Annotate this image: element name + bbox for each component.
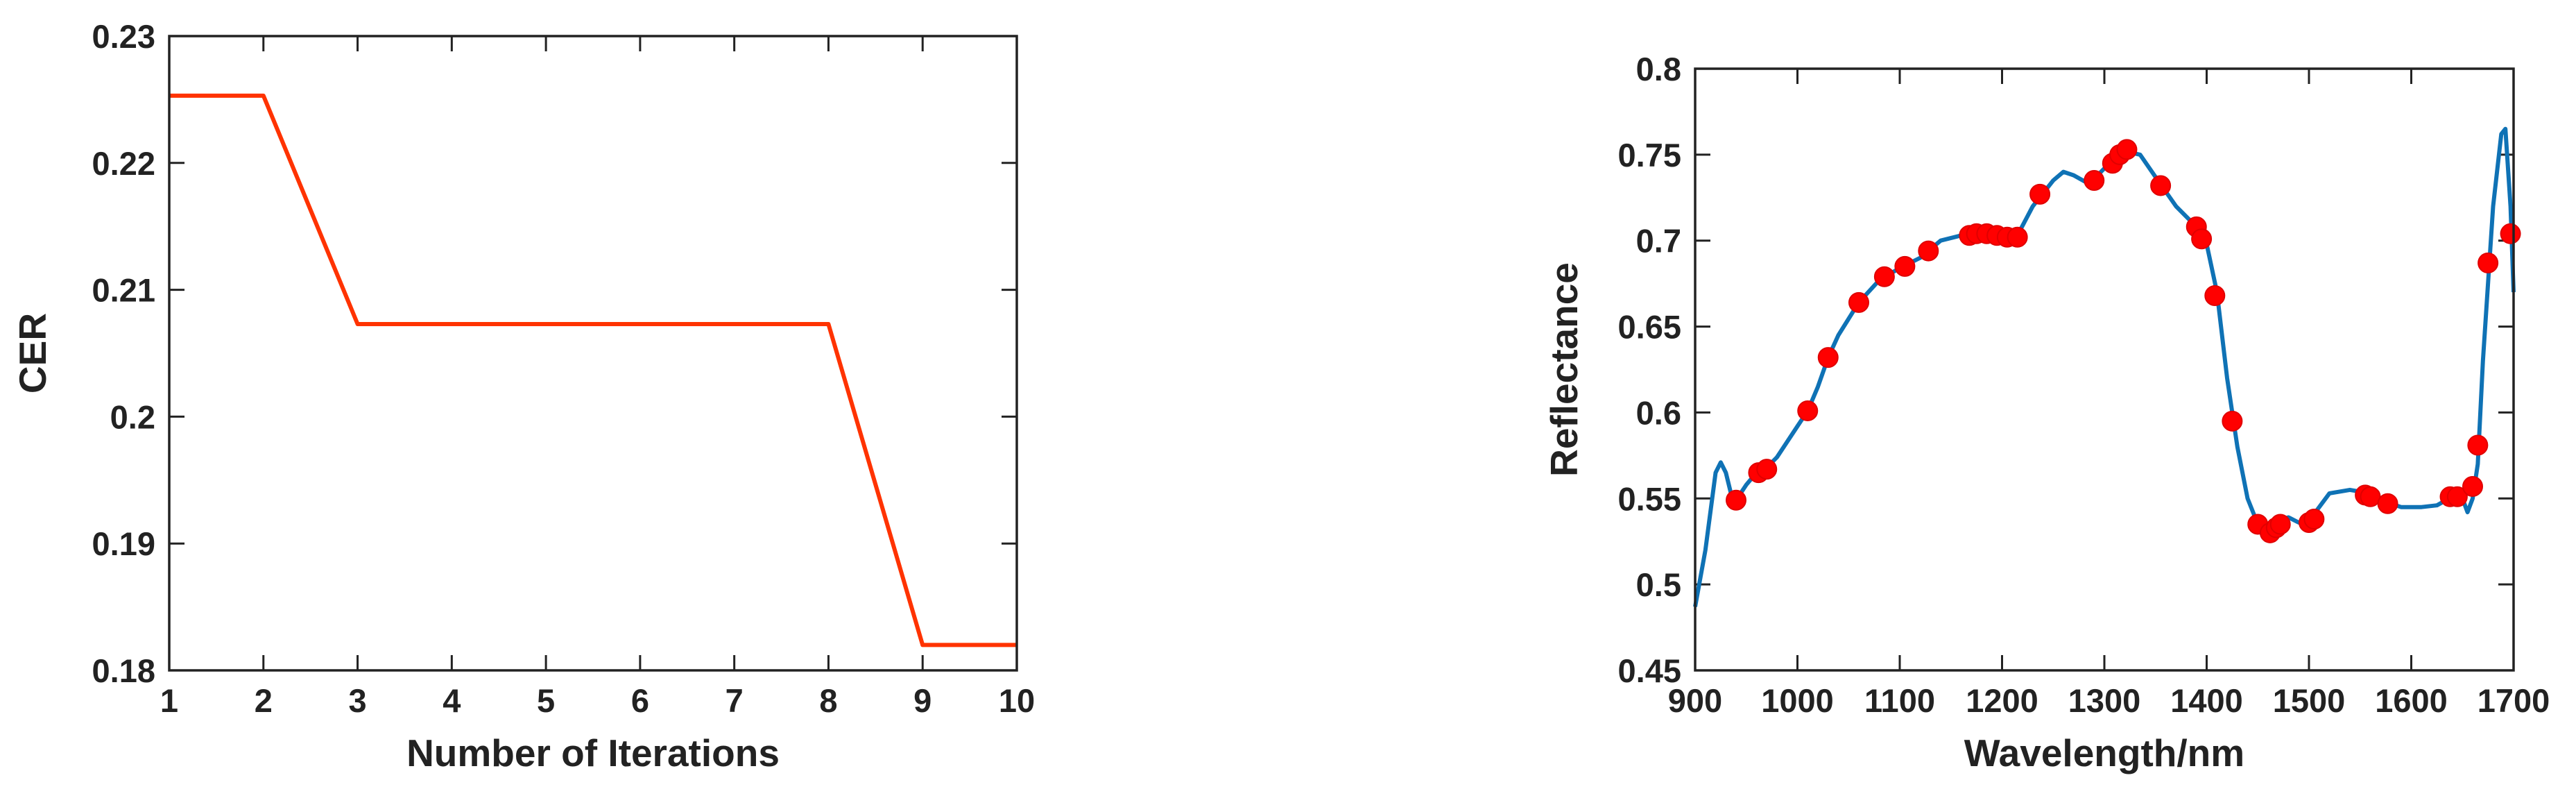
data-point xyxy=(2269,514,2291,535)
x-tick-label: 6 xyxy=(631,682,649,719)
data-point xyxy=(2029,183,2051,205)
x-tick-label: 7 xyxy=(725,682,744,719)
data-point xyxy=(2191,228,2213,250)
plot-frame xyxy=(168,35,1018,672)
data-point xyxy=(2467,434,2489,456)
y-tick-label: 0.7 xyxy=(1636,223,1681,260)
data-point xyxy=(2377,493,2398,514)
x-tick-label: 4 xyxy=(443,682,461,719)
data-point xyxy=(2462,475,2483,497)
y-axis-label: Reflectance xyxy=(1543,262,1586,477)
x-tick-label: 1500 xyxy=(2273,682,2346,719)
x-tick-label: 1300 xyxy=(2068,682,2141,719)
y-tick-label: 0.55 xyxy=(1618,480,1681,517)
x-tick-label: 1200 xyxy=(1966,682,2038,719)
plot-area xyxy=(169,36,1017,670)
data-point xyxy=(2446,486,2468,507)
data-point xyxy=(1848,291,1869,313)
x-tick-label: 900 xyxy=(1668,682,1722,719)
data-point xyxy=(1918,240,1939,262)
x-tick-label: 10 xyxy=(999,682,1035,719)
data-point xyxy=(2150,175,2172,196)
y-tick-label: 0.6 xyxy=(1636,394,1681,431)
y-tick-label: 0.8 xyxy=(1636,51,1681,87)
data-point xyxy=(2007,226,2028,248)
x-tick-label: 1400 xyxy=(2170,682,2243,719)
x-tick-label: 1 xyxy=(160,682,178,719)
y-tick-label: 0.75 xyxy=(1618,137,1681,173)
data-line xyxy=(169,93,1017,647)
x-axis-label: Wavelength/nm xyxy=(1964,731,2244,774)
x-axis-label: Number of Iterations xyxy=(406,731,780,774)
data-point xyxy=(1873,266,1895,287)
x-tick-label: 2 xyxy=(255,682,273,719)
data-point xyxy=(2360,486,2381,507)
data-point xyxy=(1756,459,1778,480)
x-tick-label: 8 xyxy=(819,682,837,719)
y-tick-label: 0.65 xyxy=(1618,309,1681,346)
x-tick-label: 9 xyxy=(913,682,931,719)
data-point xyxy=(1817,347,1839,368)
y-tick-label: 0.21 xyxy=(92,272,155,309)
y-tick-label: 0.5 xyxy=(1636,566,1681,603)
data-point xyxy=(2500,223,2521,244)
y-tick-label: 0.2 xyxy=(110,398,155,435)
data-point xyxy=(2116,139,2138,160)
data-point xyxy=(2478,252,2499,273)
y-tick-label: 0.23 xyxy=(92,18,155,55)
x-tick-label: 3 xyxy=(348,682,366,719)
data-point xyxy=(2204,285,2226,306)
x-tick-label: 1600 xyxy=(2375,682,2448,719)
x-tick-label: 5 xyxy=(537,682,555,719)
y-axis-label: CER xyxy=(11,313,54,393)
plot-frame xyxy=(1694,67,2515,672)
data-line xyxy=(1693,126,2516,607)
y-tick-label: 0.22 xyxy=(92,145,155,182)
x-tick-label: 1700 xyxy=(2478,682,2550,719)
x-tick-label: 1000 xyxy=(1761,682,1834,719)
y-tick-label: 0.19 xyxy=(92,525,155,562)
y-tick-label: 0.45 xyxy=(1618,652,1681,689)
data-point xyxy=(2303,509,2325,530)
x-tick-label: 1100 xyxy=(1864,682,1935,719)
data-point xyxy=(1894,255,1916,277)
data-point xyxy=(1726,489,1746,511)
data-point xyxy=(2222,410,2243,432)
data-point xyxy=(2084,170,2105,192)
y-tick-label: 0.18 xyxy=(92,652,155,689)
data-point xyxy=(1797,400,1819,421)
